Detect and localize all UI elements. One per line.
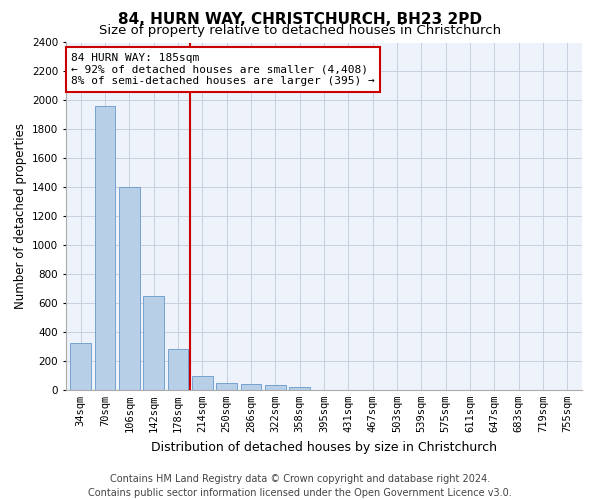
- Bar: [265, 385, 286, 390]
- Bar: [289, 387, 310, 390]
- X-axis label: Distribution of detached houses by size in Christchurch: Distribution of detached houses by size …: [151, 440, 497, 454]
- Text: 84 HURN WAY: 185sqm
← 92% of detached houses are smaller (4,408)
8% of semi-deta: 84 HURN WAY: 185sqm ← 92% of detached ho…: [71, 53, 375, 86]
- Bar: [167, 350, 188, 390]
- Bar: [216, 383, 237, 390]
- Bar: [95, 106, 115, 390]
- Bar: [143, 296, 164, 390]
- Bar: [70, 343, 91, 390]
- Text: Contains HM Land Registry data © Crown copyright and database right 2024.
Contai: Contains HM Land Registry data © Crown c…: [88, 474, 512, 498]
- Text: 84, HURN WAY, CHRISTCHURCH, BH23 2PD: 84, HURN WAY, CHRISTCHURCH, BH23 2PD: [118, 12, 482, 28]
- Bar: [192, 376, 212, 390]
- Bar: [119, 188, 140, 390]
- Y-axis label: Number of detached properties: Number of detached properties: [14, 123, 26, 309]
- Text: Size of property relative to detached houses in Christchurch: Size of property relative to detached ho…: [99, 24, 501, 37]
- Bar: [241, 384, 262, 390]
